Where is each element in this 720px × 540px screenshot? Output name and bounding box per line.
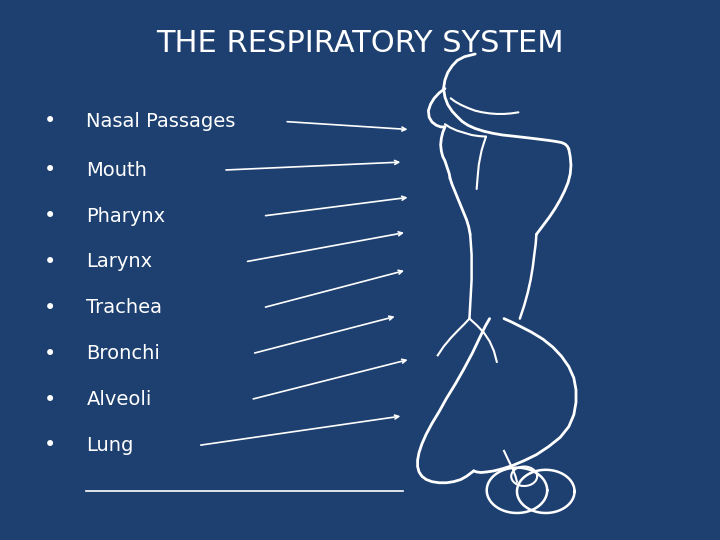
Text: •: • xyxy=(44,343,57,364)
Text: Mouth: Mouth xyxy=(86,160,148,180)
Text: •: • xyxy=(44,252,57,272)
Text: •: • xyxy=(44,298,57,318)
Text: Alveoli: Alveoli xyxy=(86,390,152,409)
Text: •: • xyxy=(44,206,57,226)
Text: Larynx: Larynx xyxy=(86,252,153,272)
Text: •: • xyxy=(44,160,57,180)
Text: THE RESPIRATORY SYSTEM: THE RESPIRATORY SYSTEM xyxy=(156,29,564,58)
Text: Bronchi: Bronchi xyxy=(86,344,161,363)
Text: Nasal Passages: Nasal Passages xyxy=(86,112,235,131)
Text: Pharynx: Pharynx xyxy=(86,206,166,226)
Text: •: • xyxy=(44,111,57,132)
Text: •: • xyxy=(44,389,57,410)
Text: Lung: Lung xyxy=(86,436,134,455)
Text: •: • xyxy=(44,435,57,456)
Text: Trachea: Trachea xyxy=(86,298,163,318)
